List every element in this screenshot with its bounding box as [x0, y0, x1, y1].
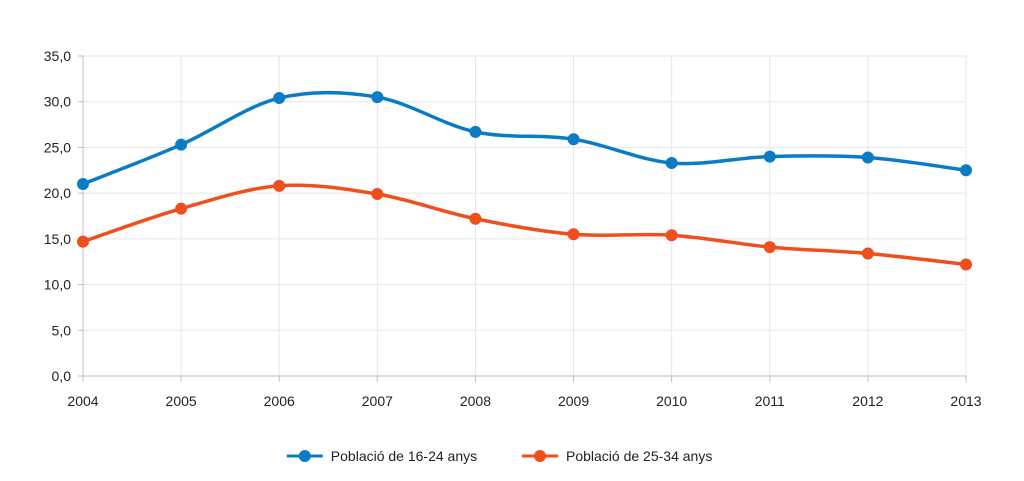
data-point [469, 125, 482, 138]
data-point [960, 258, 972, 271]
y-tick-label: 5,0 [52, 322, 72, 338]
data-point [861, 151, 874, 164]
series-2 [77, 179, 972, 271]
data-point [469, 212, 482, 225]
legend-label: Població de 25-34 anys [566, 448, 712, 464]
y-tick-label: 15,0 [44, 231, 71, 247]
data-point [960, 164, 972, 177]
y-tick-label: 25,0 [44, 139, 71, 155]
legend-item: Població de 16-24 anys [286, 448, 477, 464]
x-tick-label: 2007 [362, 393, 393, 409]
y-tick-label: 20,0 [44, 185, 71, 201]
legend-label: Població de 16-24 anys [331, 448, 477, 464]
data-point [77, 178, 89, 190]
data-point [567, 228, 580, 241]
data-point [763, 241, 776, 254]
x-tick-label: 2012 [852, 393, 883, 409]
legend-item: Població de 25-34 anys [522, 448, 712, 464]
data-point [175, 138, 188, 151]
data-point [665, 156, 678, 169]
x-tick-label: 2008 [460, 393, 491, 409]
series-1 [77, 90, 972, 190]
y-tick-label: 35,0 [44, 48, 71, 64]
series-line [81, 90, 968, 186]
x-tick-label: 2013 [950, 393, 981, 409]
y-tick-label: 0,0 [52, 368, 72, 384]
x-tick-label: 2005 [166, 393, 197, 409]
data-point [273, 179, 286, 192]
data-point [371, 188, 384, 201]
data-point [273, 92, 286, 105]
data-point [371, 91, 384, 104]
axes: 0,0 5,0 10,0 15,0 20,0 25,0 30,0 35,0 2004 2005 20… [44, 48, 982, 409]
data-point [861, 247, 874, 260]
grid [82, 55, 967, 376]
x-tick-label: 2004 [67, 393, 98, 409]
x-tick-label: 2010 [656, 393, 687, 409]
data-point [665, 229, 678, 242]
x-tick-label: 2006 [264, 393, 295, 409]
y-tick-label: 10,0 [44, 277, 71, 293]
legend-swatch-marker [298, 450, 311, 462]
y-tick-label: 30,0 [44, 94, 71, 110]
data-point [77, 235, 89, 248]
legend: Població de 16-24 anys Població de 25-34 … [286, 448, 712, 464]
data-point [567, 133, 580, 146]
x-tick-label: 2009 [558, 393, 589, 409]
legend-swatch-marker [534, 450, 546, 462]
data-point [763, 150, 776, 163]
x-tick-label: 2011 [755, 393, 785, 409]
data-point [175, 202, 188, 215]
series-line [81, 183, 968, 267]
series-area [77, 90, 972, 271]
